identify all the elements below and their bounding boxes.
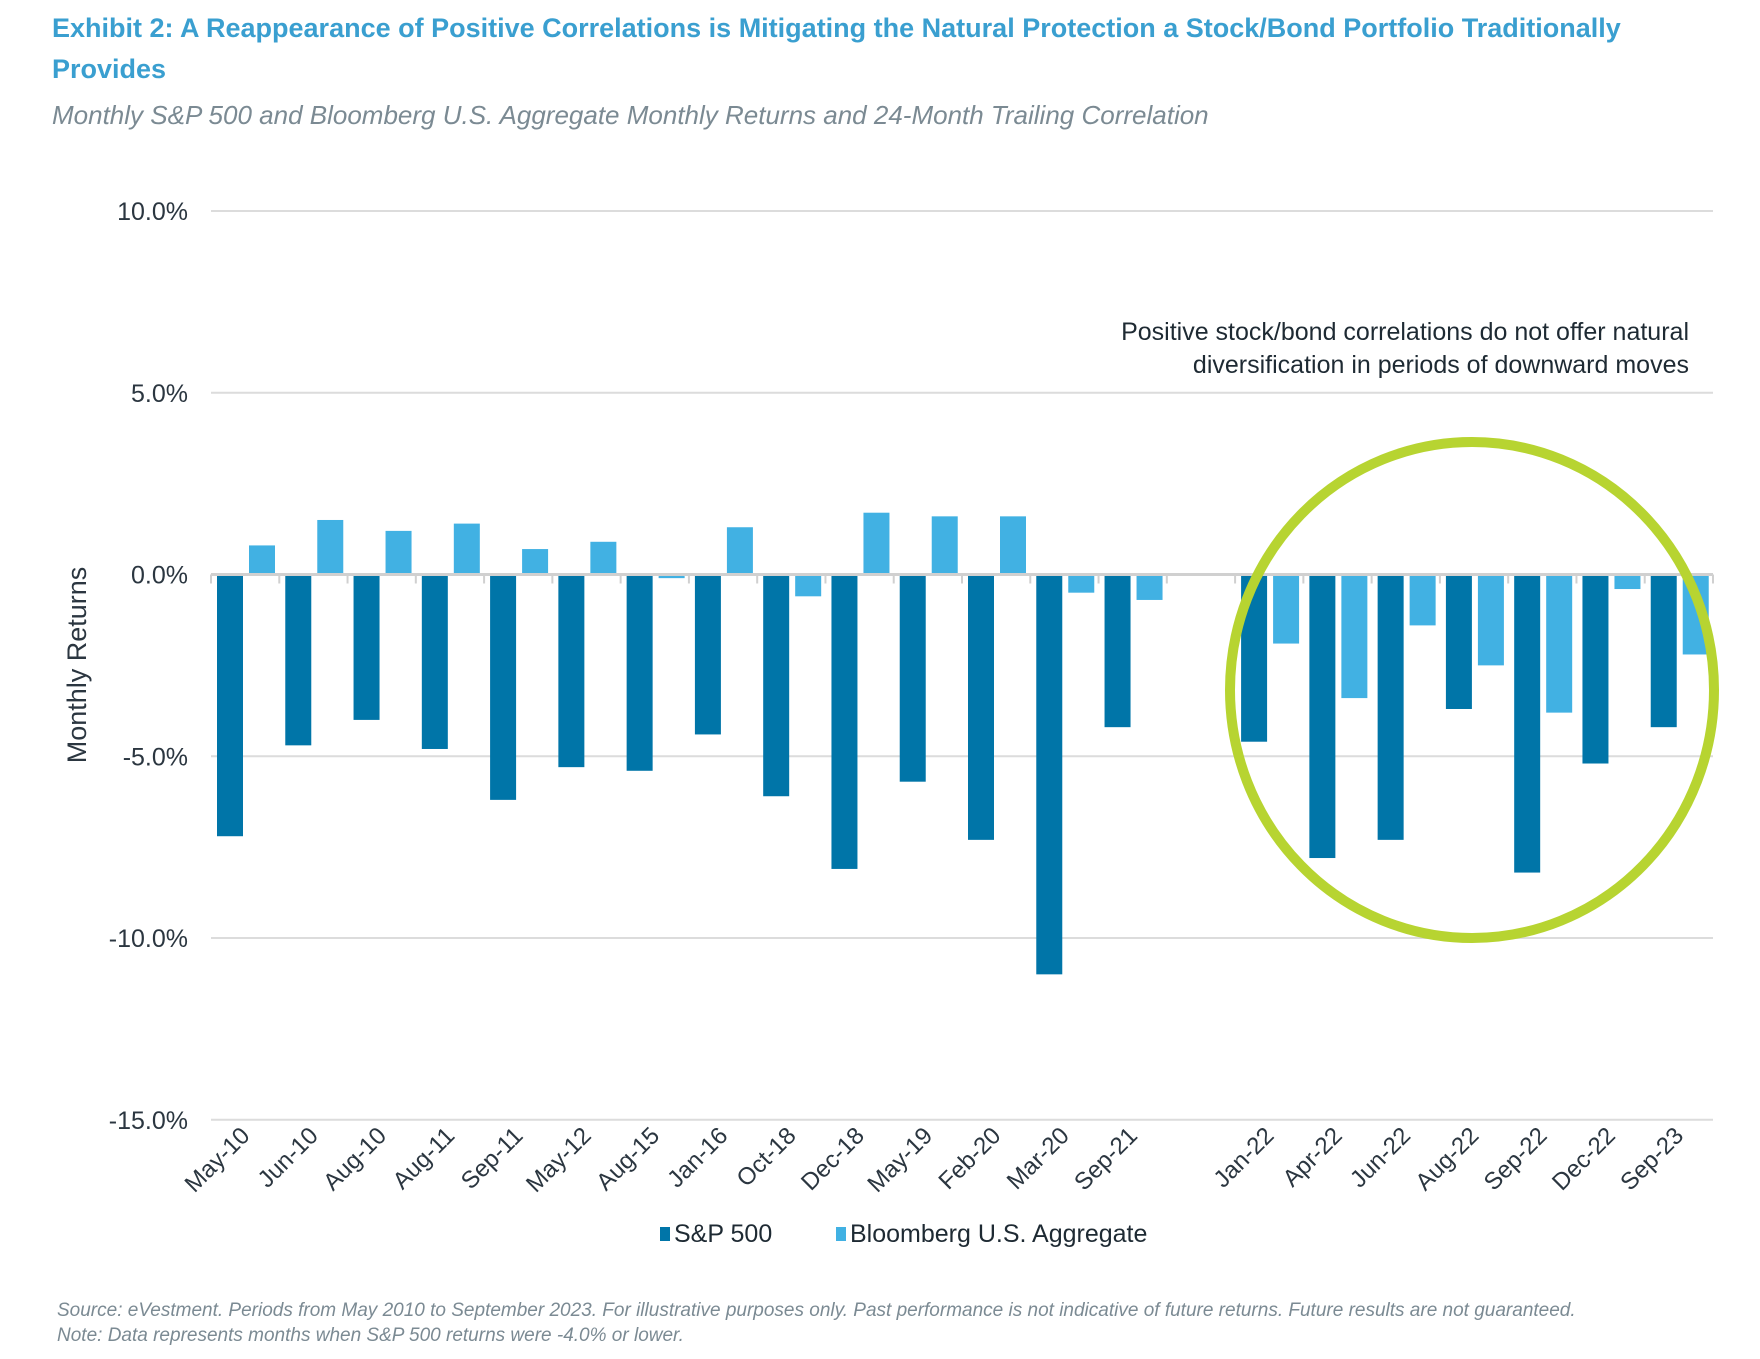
x-tick-label: Sep-23 (1615, 1122, 1689, 1196)
bar-sp500 (1650, 574, 1677, 728)
x-tick-label: Aug-11 (388, 1122, 461, 1195)
bars (217, 512, 1709, 975)
bar-bloomberg (1000, 516, 1026, 575)
bar-bloomberg (1477, 574, 1504, 666)
bar-sp500 (626, 574, 653, 771)
x-tick-label: Dec-18 (796, 1122, 870, 1196)
bar-bloomberg (1273, 574, 1300, 644)
chart-subtitle: Monthly S&P 500 and Bloomberg U.S. Aggre… (52, 100, 1209, 130)
x-tick-label: May-19 (862, 1122, 938, 1198)
bar-sp500 (1104, 574, 1131, 728)
x-tick-label: Dec-22 (1547, 1122, 1621, 1196)
bar-sp500 (1036, 574, 1063, 975)
y-tick-label: -15.0% (109, 1107, 188, 1135)
x-tick-label: Sep-21 (1069, 1122, 1143, 1196)
bar-bloomberg (795, 574, 822, 597)
annotation-line-1: Positive stock/bond correlations do not … (1121, 318, 1689, 346)
bar-bloomberg (453, 523, 480, 575)
bar-bloomberg (1409, 574, 1436, 626)
bar-sp500 (831, 574, 858, 869)
x-tick-label: May-12 (521, 1122, 597, 1198)
x-tick-labels: May-10Jun-10Aug-10Aug-11Sep-11May-12Aug-… (180, 1122, 1689, 1198)
y-tick-label: 5.0% (131, 380, 188, 408)
bar-sp500 (1582, 574, 1609, 764)
bar-sp500 (1309, 574, 1336, 859)
bar-sp500 (694, 574, 721, 735)
x-tick-label: Jan-22 (1208, 1122, 1279, 1193)
footer: Source: eVestment. Periods from May 2010… (57, 1298, 1576, 1348)
bar-bloomberg (385, 530, 412, 575)
bar-sp500 (285, 574, 312, 746)
y-tick-label: 0.0% (131, 562, 188, 590)
bar-sp500 (1377, 574, 1404, 840)
bar-sp500 (558, 574, 585, 768)
x-tick-label: May-10 (180, 1122, 256, 1198)
bar-bloomberg (1068, 574, 1095, 593)
bar-sp500 (421, 574, 448, 749)
x-tick-label: Mar-20 (1002, 1122, 1075, 1195)
highlight-circle (1225, 437, 1719, 943)
y-tick-labels: 10.0% 5.0% 0.0% -5.0% -10.0% -15.0% (109, 198, 188, 1135)
legend: S&P 500 Bloomberg U.S. Aggregate (660, 1220, 1147, 1248)
x-tick-label: Oct-18 (732, 1122, 802, 1192)
x-tick-label: Jun-22 (1345, 1122, 1416, 1193)
x-tick-label: Sep-11 (456, 1122, 529, 1195)
x-axis (210, 573, 1714, 584)
bar-sp500 (490, 574, 517, 800)
annotation-line-2: diversification in periods of downward m… (1193, 351, 1689, 379)
x-tick-label: Feb-20 (934, 1122, 1007, 1195)
bar-sp500 (899, 574, 926, 782)
data-note: Note: Data represents months when S&P 50… (57, 1325, 684, 1346)
x-tick-label: Jan-16 (662, 1122, 733, 1193)
chart-title: Exhibit 2: A Reappearance of Positive Co… (52, 13, 1621, 84)
x-tick-label: Aug-10 (318, 1122, 392, 1196)
bar-bloomberg (726, 527, 753, 575)
bar-bloomberg (1546, 574, 1573, 713)
bar-sp500 (968, 574, 994, 840)
y-tick-label: -5.0% (123, 743, 188, 771)
legend-label-sp500: S&P 500 (674, 1220, 772, 1248)
bar-sp500 (353, 574, 380, 720)
bar-bloomberg (522, 549, 549, 575)
bar-bloomberg (1136, 574, 1163, 600)
bar-sp500 (217, 574, 243, 837)
x-tick-label: Apr-22 (1278, 1122, 1348, 1192)
x-tick-label: Aug-22 (1410, 1122, 1484, 1196)
y-axis-label: Monthly Returns (62, 567, 92, 764)
bar-sp500 (1514, 574, 1541, 873)
bar-bloomberg (249, 545, 275, 575)
x-tick-label: Aug-15 (591, 1122, 665, 1196)
source-note: Source: eVestment. Periods from May 2010… (57, 1300, 1576, 1321)
bar-bloomberg (590, 541, 617, 575)
x-tick-label: Sep-22 (1479, 1122, 1553, 1196)
legend-label-bloomberg: Bloomberg U.S. Aggregate (850, 1220, 1147, 1248)
bar-bloomberg (658, 574, 685, 579)
y-tick-label: 10.0% (117, 198, 188, 226)
bar-sp500 (763, 574, 790, 797)
legend-swatch-sp500 (660, 1227, 670, 1241)
bar-bloomberg (931, 516, 958, 575)
bar-bloomberg (1341, 574, 1368, 699)
bar-bloomberg (1614, 574, 1641, 590)
bar-bloomberg (317, 519, 344, 575)
legend-swatch-bloomberg (836, 1227, 846, 1241)
bar-sp500 (1445, 574, 1472, 709)
x-tick-label: Jun-10 (253, 1122, 324, 1193)
bar-bloomberg (863, 512, 890, 575)
y-tick-label: -10.0% (109, 925, 188, 953)
